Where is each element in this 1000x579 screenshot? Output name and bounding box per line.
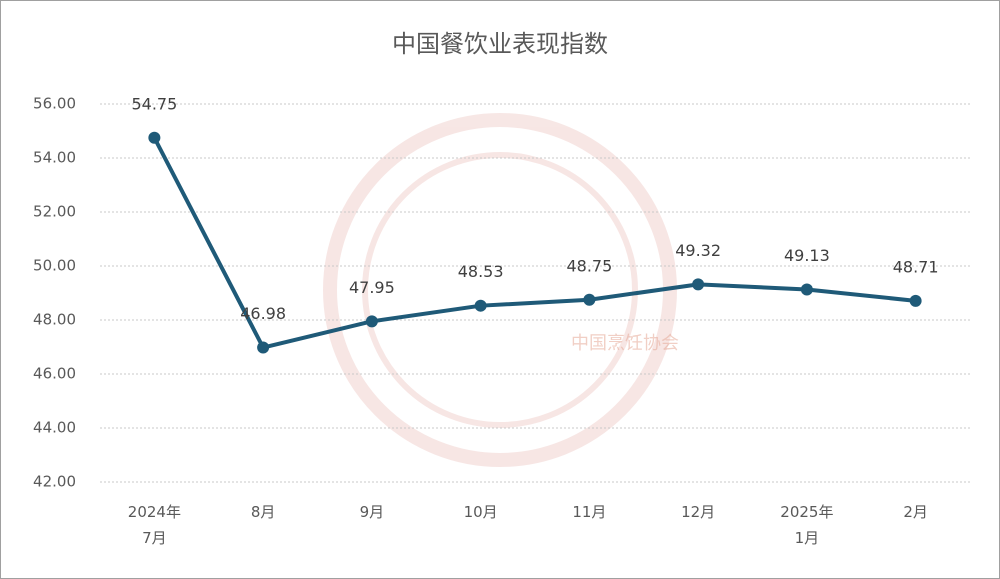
data-label: 49.13 bbox=[784, 246, 830, 265]
data-label: 48.71 bbox=[893, 257, 939, 276]
x-tick-label: 11月 bbox=[572, 503, 606, 521]
y-tick-label: 46.00 bbox=[33, 365, 76, 383]
y-tick-label: 44.00 bbox=[33, 419, 76, 437]
watermark-text: 中国烹饪协会 bbox=[571, 333, 679, 354]
y-tick-label: 48.00 bbox=[33, 311, 76, 329]
x-tick-label: 12月 bbox=[681, 503, 715, 521]
data-label: 47.95 bbox=[349, 278, 395, 297]
y-tick-label: 54.00 bbox=[33, 149, 76, 167]
data-point bbox=[909, 294, 922, 307]
chart-title: 中国餐饮业表现指数 bbox=[392, 30, 608, 58]
y-tick-label: 42.00 bbox=[33, 473, 76, 491]
x-tick-label: 2024年 7月 bbox=[128, 503, 181, 547]
y-tick-label: 56.00 bbox=[33, 95, 76, 113]
data-label: 46.98 bbox=[240, 304, 286, 323]
x-tick-label: 2025年 1月 bbox=[780, 503, 833, 547]
x-tick-label: 8月 bbox=[251, 503, 276, 521]
data-label: 49.32 bbox=[675, 241, 721, 260]
data-point bbox=[365, 315, 378, 328]
x-tick-label: 9月 bbox=[360, 503, 385, 521]
data-point bbox=[474, 299, 487, 312]
data-point bbox=[583, 293, 596, 306]
y-tick-label: 52.00 bbox=[33, 203, 76, 221]
y-tick-label: 50.00 bbox=[33, 257, 76, 275]
x-tick-label: 2月 bbox=[903, 503, 928, 521]
x-tick-label: 10月 bbox=[464, 503, 498, 521]
data-label: 54.75 bbox=[131, 94, 177, 113]
data-point bbox=[257, 341, 270, 354]
data-point bbox=[148, 131, 161, 144]
data-label: 48.75 bbox=[566, 256, 612, 275]
data-point bbox=[692, 278, 705, 291]
series-line bbox=[152, 136, 916, 350]
data-label: 48.53 bbox=[458, 262, 504, 281]
data-point bbox=[800, 283, 813, 296]
